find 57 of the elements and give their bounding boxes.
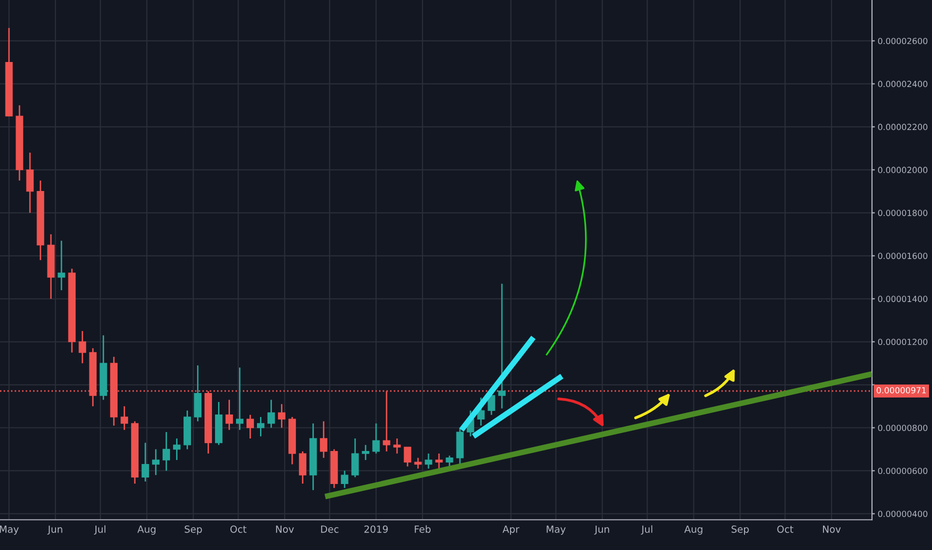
candlestick bbox=[393, 438, 401, 454]
x-tick-label: Dec bbox=[321, 526, 338, 533]
x-tick-label: Jul bbox=[94, 525, 106, 535]
x-tick-label: Nov bbox=[823, 526, 841, 533]
x-tick-label: Sep bbox=[184, 525, 202, 535]
y-tick-label: 0.00000400 bbox=[878, 510, 928, 518]
candlestick bbox=[226, 399, 233, 431]
x-tick-label: Oct bbox=[230, 525, 246, 533]
candlestick bbox=[404, 446, 412, 468]
candlestick bbox=[340, 470, 348, 489]
x-tick-label: Nov bbox=[276, 526, 294, 533]
y-tick-label: 0.00001400 bbox=[878, 296, 928, 302]
y-tick-label: 0.00002000 bbox=[878, 166, 928, 174]
candlestick bbox=[246, 414, 254, 440]
candlestick bbox=[435, 452, 443, 470]
candlestick bbox=[372, 422, 380, 454]
candlestick bbox=[194, 364, 202, 422]
candlestick bbox=[162, 431, 170, 472]
candlestick bbox=[351, 438, 359, 478]
x-tick-label: May bbox=[546, 526, 566, 535]
x-tick-label: Aug bbox=[137, 526, 156, 535]
y-tick-label: 0.00002400 bbox=[878, 80, 928, 88]
x-tick-label: Aug bbox=[684, 526, 702, 535]
candlestick bbox=[78, 330, 86, 364]
candlestick bbox=[120, 406, 128, 431]
x-tick-label: Jul bbox=[640, 525, 652, 535]
candlestick bbox=[236, 366, 244, 431]
candlestick bbox=[278, 403, 286, 428]
x-tick-label: Jun bbox=[47, 526, 62, 535]
y-tick-label: 0.00000600 bbox=[878, 468, 928, 474]
y-tick-label: 0.00001800 bbox=[878, 210, 928, 216]
ref-line-label: 0.00000971 bbox=[876, 387, 926, 394]
candlestick bbox=[424, 452, 432, 470]
x-tick-label: Oct bbox=[777, 525, 794, 533]
candlestick bbox=[362, 444, 370, 461]
y-tick-label: 0.00001600 bbox=[878, 252, 928, 260]
candlestick bbox=[152, 448, 160, 476]
y-tick-label: 0.00001200 bbox=[878, 338, 928, 346]
x-tick-label: Feb bbox=[414, 525, 431, 533]
y-tick-label: 0.00000800 bbox=[878, 424, 928, 432]
x-tick-label: Sep bbox=[732, 525, 749, 535]
candlestick bbox=[298, 450, 306, 484]
candlestick bbox=[173, 438, 181, 461]
x-tick-label: Apr bbox=[502, 526, 520, 535]
y-tick-label: 0.00002600 bbox=[878, 38, 928, 44]
x-tick-label: 2019 bbox=[364, 525, 388, 533]
y-tick-label: 0.00002200 bbox=[878, 124, 928, 130]
candlestick bbox=[58, 240, 66, 291]
candlestick bbox=[142, 442, 150, 482]
candlestick bbox=[320, 420, 328, 459]
candlestick bbox=[446, 455, 454, 468]
candlestick bbox=[256, 416, 264, 438]
candlestick bbox=[26, 152, 34, 214]
x-tick-label: May bbox=[0, 526, 19, 535]
x-tick-label: Jun bbox=[594, 526, 610, 535]
candlestick bbox=[498, 283, 506, 410]
candlestick bbox=[267, 399, 275, 428]
